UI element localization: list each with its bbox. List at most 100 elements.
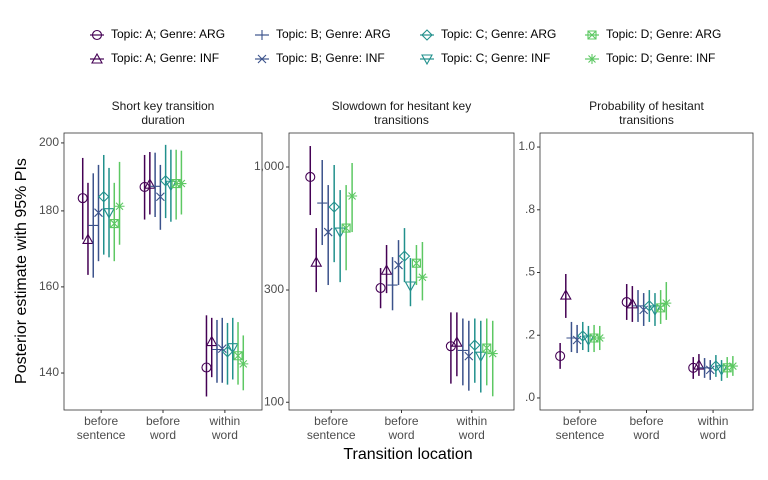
legend-label: Topic: C; Genre: ARG <box>441 27 556 41</box>
marker-stroke <box>394 260 403 270</box>
point-marker <box>394 260 403 270</box>
legend-label: Topic: D; Genre: ARG <box>606 27 721 41</box>
legend-label: Topic: A; Genre: INF <box>111 51 219 65</box>
x-tick-label: before word <box>629 414 664 442</box>
point-marker <box>587 30 597 40</box>
marker-stroke <box>375 282 386 294</box>
point-marker <box>150 181 161 192</box>
point-marker <box>91 52 103 64</box>
marker-stroke <box>633 300 644 311</box>
y-tick-label: .2 <box>525 327 535 341</box>
panel-title: Slowdown for hesitant key transitions <box>331 99 472 127</box>
marker-stroke <box>387 280 398 291</box>
marker-stroke <box>103 208 115 219</box>
marker-stroke <box>626 297 639 309</box>
marker-stroke <box>328 201 340 213</box>
panel-title: Short key transition duration <box>111 99 215 127</box>
marker-stroke <box>205 335 218 347</box>
point-marker <box>411 258 421 268</box>
x-tick-label: within word <box>697 414 729 442</box>
marker-stroke <box>94 208 103 218</box>
point-marker <box>317 198 328 209</box>
point-marker <box>103 208 115 219</box>
point-marker <box>621 297 632 308</box>
point-marker <box>450 336 463 347</box>
point-marker <box>341 223 351 233</box>
marker-stroke <box>305 171 316 183</box>
point-marker <box>257 54 267 64</box>
y-axis-label: Posterior estimate with 95% PIs <box>13 158 30 384</box>
marker-stroke <box>114 201 125 212</box>
marker-stroke <box>469 339 481 351</box>
point-marker <box>305 171 316 183</box>
marker-stroke <box>201 362 212 373</box>
legend-label: Topic: C; Genre: INF <box>441 51 550 65</box>
point-marker <box>211 344 222 355</box>
point-marker <box>421 54 433 66</box>
marker-stroke <box>587 30 597 40</box>
point-marker <box>238 358 249 369</box>
marker-stroke <box>692 358 705 370</box>
marker-stroke <box>474 351 487 363</box>
point-marker <box>398 250 411 262</box>
point-marker <box>727 361 738 372</box>
y-tick-label: .5 <box>525 265 535 279</box>
legend-label: Topic: B; Genre: INF <box>276 51 385 65</box>
point-marker <box>643 300 656 312</box>
point-marker <box>705 365 715 375</box>
marker-stroke <box>97 190 110 203</box>
point-marker <box>457 345 468 356</box>
point-marker <box>217 344 227 353</box>
point-marker <box>464 351 474 361</box>
marker-stroke <box>656 303 666 313</box>
point-marker <box>421 29 433 41</box>
marker-stroke <box>233 351 243 361</box>
x-tick-label: before word <box>384 414 419 442</box>
marker-stroke <box>211 344 222 355</box>
marker-stroke <box>176 178 187 189</box>
marker-stroke <box>404 281 417 293</box>
point-marker <box>155 192 165 202</box>
point-marker <box>710 360 722 372</box>
marker-stroke <box>710 360 722 372</box>
marker-stroke <box>139 181 150 193</box>
marker-stroke <box>257 54 267 64</box>
point-marker <box>310 256 323 267</box>
marker-stroke <box>643 300 656 312</box>
marker-stroke <box>82 233 94 245</box>
point-marker <box>688 362 699 373</box>
marker-stroke <box>77 193 88 204</box>
y-tick-label: 140 <box>39 365 59 379</box>
point-marker <box>226 343 239 354</box>
y-tick-label: 1.0 <box>518 139 535 153</box>
point-marker <box>97 190 110 203</box>
point-marker <box>257 30 267 40</box>
legend-label: Topic: D; Genre: INF <box>606 51 715 65</box>
point-marker <box>417 272 428 283</box>
point-marker <box>82 233 94 245</box>
marker-stroke <box>109 219 119 229</box>
point-marker <box>88 220 99 231</box>
marker-stroke <box>727 361 738 372</box>
point-marker <box>404 281 417 293</box>
marker-stroke <box>688 362 699 373</box>
x-tick-label: before word <box>145 414 181 442</box>
x-tick-label: within word <box>456 414 488 442</box>
marker-stroke <box>421 29 433 41</box>
marker-stroke <box>421 54 433 66</box>
marker-stroke <box>587 54 597 64</box>
point-marker <box>159 175 172 187</box>
marker-stroke <box>450 336 463 347</box>
marker-stroke <box>310 256 323 267</box>
marker-stroke <box>555 351 566 362</box>
panel-title: Probability of hesitant transitions <box>589 99 704 127</box>
marker-stroke <box>576 330 589 342</box>
marker-stroke <box>91 52 103 64</box>
y-tick-label: 100 <box>264 394 284 408</box>
legend-label: Topic: A; Genre: ARG <box>111 27 225 41</box>
y-tick-label: 300 <box>264 282 284 296</box>
y-tick-label: 200 <box>39 135 59 149</box>
point-marker <box>139 181 150 193</box>
marker-stroke <box>317 198 328 209</box>
marker-stroke <box>257 30 267 40</box>
